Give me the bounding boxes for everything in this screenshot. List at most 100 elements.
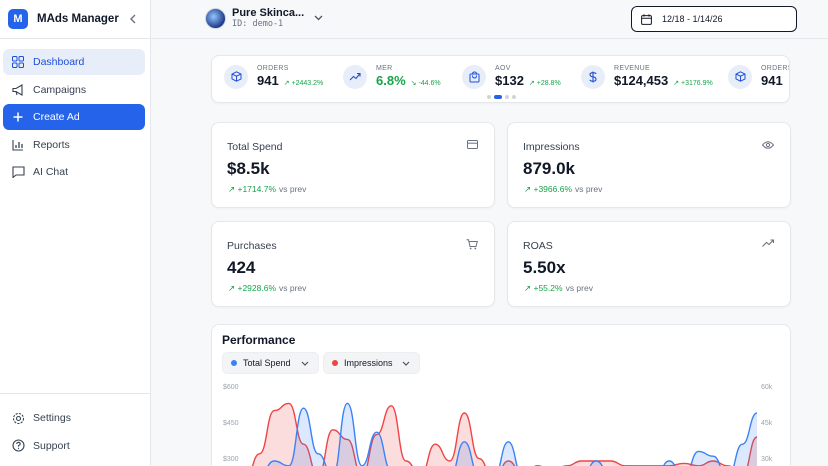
kpi-mer: MER 6.8% ↘ -44.6% [343, 64, 441, 89]
chevron-down-icon [314, 13, 323, 24]
credit-card-icon [467, 140, 478, 149]
gear-icon [11, 411, 25, 425]
brand-name: MAds Manager [37, 13, 119, 25]
bar-chart-icon [11, 138, 25, 152]
sidebar-nav: Dashboard Campaigns Create Ad Reports AI… [3, 49, 145, 187]
sidebar-item-label: Settings [33, 412, 71, 424]
stat-card-impressions: Impressions 879.0k ↗ +3966.6% vs prev [507, 122, 791, 208]
card-delta: ↗ +3966.6% vs prev [524, 184, 603, 194]
kpi-value: $132 [495, 73, 524, 88]
sidebar-item-create-ad[interactable]: Create Ad [3, 104, 145, 131]
kpi-delta: ↗ +2443.2% [283, 80, 324, 87]
kpi-label: REVENUE [614, 65, 650, 72]
stat-card-total-spend: Total Spend $8.5k ↗ +1714.7% vs prev [211, 122, 495, 208]
card-title: Purchases [227, 240, 277, 252]
sidebar-item-label: Campaigns [33, 83, 87, 96]
kpi-label: AOV [495, 65, 511, 72]
kpi-label: ORDERS [257, 65, 289, 72]
card-value: 879.0k [523, 159, 575, 178]
box-icon [728, 64, 752, 89]
store-id: ID: demo-1 [232, 19, 284, 29]
y-right-tick: 30k [761, 456, 773, 463]
chevron-left-icon [130, 14, 136, 24]
top-header: Pure Skinca... ID: demo-1 12/18 - 1/14/2… [151, 0, 828, 39]
kpi-label: MER [376, 65, 393, 72]
stat-card-purchases: Purchases 424 ↗ +2928.6% vs prev [211, 221, 495, 307]
performance-panel: Performance Total Spend Impressions $600… [211, 324, 791, 466]
plus-icon [11, 110, 25, 124]
kpi-value: 941 [257, 73, 279, 88]
card-title: Total Spend [227, 141, 283, 153]
brand: M MAds Manager [8, 7, 144, 31]
stat-card-roas: ROAS 5.50x ↗ +55.2% vs prev [507, 221, 791, 307]
kpi-delta: ↗ +28.8% [528, 80, 561, 87]
card-delta: ↗ +2928.6% vs prev [228, 283, 307, 293]
sidebar-item-support[interactable]: Support [3, 433, 145, 459]
sidebar-item-reports[interactable]: Reports [3, 132, 145, 158]
y-right-tick: 60k [761, 384, 773, 391]
kpi-value: $124,453 [614, 73, 669, 88]
date-range-label: 12/18 - 1/14/26 [662, 14, 723, 24]
kpi-label: ORDERS [761, 65, 790, 72]
divider [0, 393, 151, 394]
kpi-delta: ↘ -44.6% [410, 80, 441, 87]
cart-icon [466, 239, 478, 250]
kpi-orders: ORDERS 941 ↗ +2443.2% [224, 64, 323, 89]
trend-up-icon [762, 239, 774, 247]
card-title: Impressions [523, 141, 580, 153]
sidebar-item-ai-chat[interactable]: AI Chat [3, 159, 145, 185]
card-delta: ↗ +1714.7% vs prev [228, 184, 307, 194]
kpi-aov: AOV $132 ↗ +28.8% [462, 64, 561, 89]
series-area-impressions [252, 403, 757, 466]
store-name: Pure Skinca... [232, 7, 305, 19]
eye-icon [762, 141, 774, 149]
carousel-dot-active[interactable] [494, 95, 502, 99]
sidebar-item-label: AI Chat [33, 166, 69, 179]
sidebar-item-label: Reports [33, 138, 70, 151]
card-value: $8.5k [227, 159, 270, 178]
series-area-total-spend [268, 403, 757, 466]
box-icon [224, 64, 248, 89]
kpi-revenue: REVENUE $124,453 ↗ +3176.9% [581, 64, 713, 89]
kpi-delta: ↗ +3176.9% [673, 80, 713, 87]
kpi-carousel[interactable]: ORDERS 941 ↗ +2443.2% MER 6.8% ↘ -44.6% … [211, 55, 790, 103]
kpi-value: 6.8% [376, 73, 406, 88]
trend-up-icon [343, 64, 367, 89]
series-dot-impressions [332, 360, 338, 366]
chevron-down-icon [402, 359, 410, 368]
divider [0, 38, 151, 39]
performance-chart [251, 402, 757, 466]
right-metric-select[interactable]: Impressions [323, 352, 420, 374]
collapse-sidebar-button[interactable] [126, 11, 140, 27]
dashboard-icon [11, 55, 25, 69]
sidebar-item-settings[interactable]: Settings [3, 405, 145, 431]
store-selector[interactable]: Pure Skinca... ID: demo-1 [205, 7, 323, 30]
megaphone-icon [11, 83, 25, 97]
right-metric-label: Impressions [344, 358, 393, 368]
carousel-dot[interactable] [487, 95, 491, 99]
sidebar-bottom-nav: Settings Support [3, 405, 145, 460]
card-delta: ↗ +55.2% vs prev [524, 283, 593, 293]
sidebar: M MAds Manager Dashboard Campaigns Creat… [0, 0, 151, 466]
help-icon [11, 439, 25, 453]
kpi-value: 941 [761, 73, 783, 88]
calendar-icon [641, 13, 652, 25]
sidebar-item-campaigns[interactable]: Campaigns [3, 77, 145, 103]
bag-icon [462, 64, 486, 89]
chevron-down-icon [301, 359, 309, 368]
left-metric-select[interactable]: Total Spend [222, 352, 319, 374]
sidebar-item-dashboard[interactable]: Dashboard [3, 49, 145, 75]
date-range-picker[interactable]: 12/18 - 1/14/26 [631, 6, 797, 32]
sidebar-item-label: Dashboard [33, 56, 85, 68]
chat-icon [11, 165, 25, 179]
y-left-tick: $300 [223, 456, 239, 463]
carousel-dot[interactable] [505, 95, 509, 99]
sidebar-item-label: Support [33, 439, 70, 452]
store-avatar [205, 8, 226, 29]
card-value: 5.50x [523, 258, 566, 277]
y-left-tick: $450 [223, 420, 239, 427]
kpi-orders-repeat: ORDERS 941 [728, 64, 790, 89]
carousel-dot[interactable] [512, 95, 516, 99]
y-left-tick: $600 [223, 384, 239, 391]
series-dot-spend [231, 360, 237, 366]
